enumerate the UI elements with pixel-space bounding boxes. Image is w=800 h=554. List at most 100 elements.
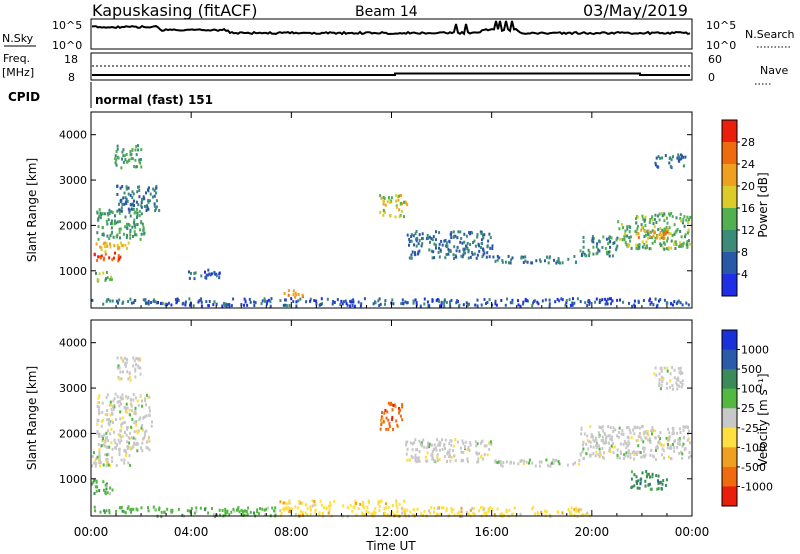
data-cell bbox=[140, 426, 143, 430]
data-cell bbox=[628, 442, 631, 446]
data-cell bbox=[643, 450, 646, 454]
data-cell bbox=[684, 233, 687, 237]
data-cell bbox=[294, 295, 297, 299]
data-cell bbox=[686, 231, 689, 235]
data-cell bbox=[116, 147, 119, 151]
data-cell bbox=[453, 444, 456, 448]
data-cell bbox=[378, 505, 381, 508]
data-cell bbox=[105, 459, 108, 463]
data-cell bbox=[460, 450, 463, 454]
data-cell bbox=[678, 159, 681, 163]
data-cell bbox=[629, 452, 632, 456]
data-cell bbox=[436, 455, 439, 458]
data-cell bbox=[489, 440, 492, 444]
data-cell bbox=[136, 223, 139, 226]
data-cell bbox=[119, 200, 122, 204]
data-cell bbox=[677, 376, 680, 380]
data-cell bbox=[362, 503, 365, 507]
data-cell bbox=[142, 195, 145, 199]
data-cell bbox=[158, 209, 161, 212]
data-cell bbox=[101, 439, 104, 443]
data-cell bbox=[155, 205, 158, 209]
data-cell bbox=[603, 451, 606, 455]
data-cell bbox=[681, 452, 684, 456]
data-cell bbox=[611, 435, 614, 439]
data-cell bbox=[374, 507, 377, 510]
data-cell bbox=[635, 475, 638, 479]
data-cell bbox=[623, 457, 625, 461]
data-cell bbox=[569, 510, 572, 514]
data-cell bbox=[100, 424, 103, 428]
data-cell bbox=[125, 395, 128, 399]
data-cell bbox=[395, 503, 398, 507]
data-cell bbox=[652, 222, 655, 225]
power-ylabel: Slant Range [km] bbox=[25, 158, 39, 262]
data-cell bbox=[671, 387, 674, 391]
data-cell bbox=[155, 186, 158, 190]
data-cell bbox=[519, 512, 522, 516]
data-cell bbox=[580, 254, 583, 257]
data-cell bbox=[558, 299, 561, 303]
data-cell bbox=[137, 203, 140, 207]
y-tick-label: 3000 bbox=[59, 174, 87, 187]
data-cell bbox=[101, 401, 104, 405]
data-cell bbox=[444, 256, 447, 260]
velocity-ylabel: Slant Range [km] bbox=[25, 366, 39, 470]
data-cell bbox=[648, 221, 651, 224]
data-cell bbox=[112, 235, 115, 239]
data-cell bbox=[215, 302, 218, 306]
data-cell bbox=[504, 303, 507, 307]
data-cell bbox=[123, 356, 126, 360]
data-cell bbox=[329, 501, 332, 505]
data-cell bbox=[668, 232, 671, 235]
data-cell bbox=[305, 300, 308, 304]
data-cell bbox=[594, 436, 597, 440]
data-cell bbox=[95, 457, 98, 461]
data-cell bbox=[509, 301, 512, 305]
data-cell bbox=[121, 509, 124, 513]
data-cell bbox=[129, 446, 132, 450]
data-cell bbox=[401, 511, 404, 515]
data-cell bbox=[116, 193, 119, 196]
data-cell bbox=[148, 406, 151, 410]
data-cell bbox=[487, 507, 490, 511]
data-cell bbox=[116, 233, 119, 237]
data-cell bbox=[145, 414, 148, 418]
data-cell bbox=[660, 383, 663, 387]
data-cell bbox=[264, 299, 266, 303]
data-cell bbox=[649, 297, 652, 301]
data-cell bbox=[491, 247, 494, 251]
data-cell bbox=[140, 165, 143, 169]
data-cell bbox=[193, 271, 196, 275]
data-cell bbox=[102, 271, 105, 275]
data-cell bbox=[548, 302, 551, 306]
data-cell bbox=[625, 243, 628, 247]
data-cell bbox=[105, 487, 108, 491]
data-cell bbox=[359, 502, 362, 506]
data-cell bbox=[496, 507, 499, 511]
data-cell bbox=[351, 303, 354, 307]
data-cell bbox=[127, 186, 130, 190]
data-cell bbox=[661, 453, 664, 457]
data-cell bbox=[659, 231, 662, 234]
data-cell bbox=[635, 246, 638, 250]
data-cell bbox=[648, 437, 651, 441]
data-cell bbox=[272, 509, 275, 513]
data-cell bbox=[395, 419, 398, 423]
data-cell bbox=[94, 485, 97, 489]
data-cell bbox=[662, 233, 665, 237]
data-cell bbox=[435, 448, 438, 452]
data-cell bbox=[367, 511, 370, 514]
data-cell bbox=[106, 457, 109, 461]
data-cell bbox=[225, 304, 228, 308]
data-cell bbox=[320, 503, 323, 507]
data-cell bbox=[531, 507, 534, 511]
data-cell bbox=[665, 386, 668, 390]
data-cell bbox=[475, 256, 478, 260]
data-cell bbox=[128, 408, 131, 412]
data-cell bbox=[599, 453, 602, 457]
data-cell bbox=[585, 452, 588, 456]
nave-label: Nave bbox=[760, 64, 788, 77]
data-cell bbox=[434, 238, 437, 242]
data-cell bbox=[124, 215, 127, 219]
